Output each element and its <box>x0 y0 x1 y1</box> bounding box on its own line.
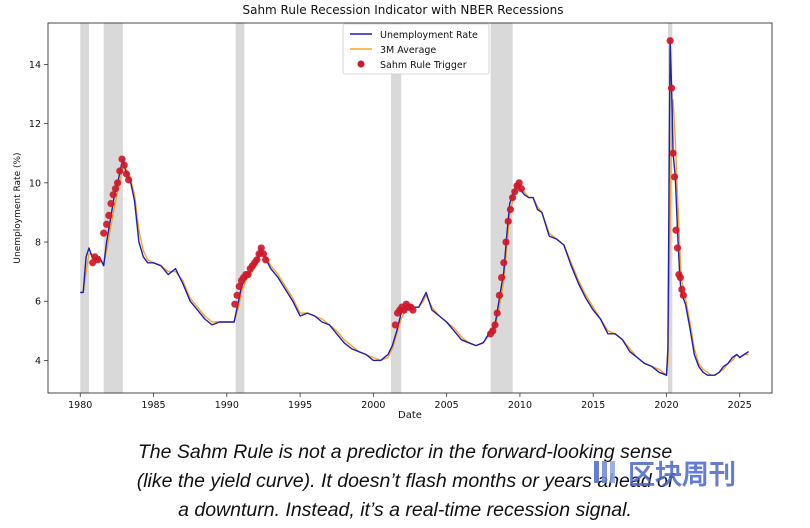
sahm-trigger-point <box>391 321 399 329</box>
sahm-trigger-point <box>506 205 514 214</box>
sahm-trigger-point <box>103 220 111 228</box>
sahm-trigger-point <box>668 84 676 92</box>
sahm-trigger-point <box>495 291 504 299</box>
legend-swatch-trigger <box>357 60 365 68</box>
sahm-trigger-point <box>94 256 102 264</box>
sahm-trigger-point <box>679 291 687 299</box>
sahm-trigger-point <box>491 321 499 329</box>
sahm-trigger-point <box>105 211 113 219</box>
caption-line-3: a downturn. Instead, it’s a real-time re… <box>178 499 632 521</box>
sahm-trigger-point <box>233 291 241 299</box>
x-tick-label: 1995 <box>288 400 312 411</box>
sahm-trigger-point <box>497 273 506 282</box>
legend-label-unemployment: Unemployment Rate <box>380 30 478 41</box>
three-month-average-line <box>80 99 749 376</box>
sahm-trigger-point <box>504 217 512 225</box>
recession-band-5 <box>490 23 513 393</box>
x-axis-label: Date <box>398 410 422 421</box>
y-tick-label: 6 <box>35 297 41 308</box>
blockchain-weekly-logo-icon <box>594 461 615 483</box>
x-axis: 1980 1985 1990 1995 2000 2005 2010 2015 2020 2025 <box>68 393 752 411</box>
trigger-points <box>89 37 687 338</box>
x-tick-label: 1980 <box>68 400 92 411</box>
sahm-trigger-point <box>517 185 525 193</box>
series-lines <box>80 40 749 376</box>
recession-band-1 <box>80 23 90 393</box>
sahm-trigger-point <box>676 273 685 282</box>
sahm-trigger-point <box>493 309 501 317</box>
sahm-trigger-point <box>502 238 510 246</box>
chart-title: Sahm Rule Recession Indicator with NBER … <box>242 3 563 17</box>
sahm-rule-chart: Sahm Rule Recession Indicator with NBER … <box>13 3 773 421</box>
plot-area <box>47 22 773 394</box>
sahm-trigger-point <box>114 179 122 187</box>
sahm-trigger-point <box>670 173 679 181</box>
x-tick-label: 2020 <box>654 400 678 411</box>
y-tick-label: 8 <box>35 238 41 249</box>
sahm-trigger-point <box>508 194 517 202</box>
x-tick-label: 2015 <box>581 400 605 411</box>
sahm-trigger-point <box>120 161 128 169</box>
sahm-trigger-point <box>672 226 680 234</box>
recession-band-4 <box>390 23 402 393</box>
watermark: 区块周刊 <box>592 452 792 492</box>
sahm-trigger-point <box>244 271 252 279</box>
sahm-trigger-point <box>259 250 268 258</box>
sahm-trigger-point <box>511 188 519 196</box>
x-tick-label: 1985 <box>141 400 165 411</box>
sahm-trigger-point <box>118 155 126 163</box>
sahm-trigger-point <box>100 229 108 237</box>
sahm-trigger-point <box>500 259 508 267</box>
sahm-trigger-point <box>122 170 131 178</box>
caption-line-1: The Sahm Rule is not a predictor in the … <box>137 441 673 463</box>
sahm-trigger-point <box>673 244 682 252</box>
sahm-trigger-point <box>678 285 686 293</box>
caption: The Sahm Rule is not a predictor in the … <box>0 438 810 525</box>
sahm-trigger-point <box>253 256 261 264</box>
x-tick-label: 2010 <box>508 400 532 411</box>
sahm-trigger-point <box>669 149 677 157</box>
sahm-trigger-point <box>107 199 115 208</box>
y-axis-label: Unemployment Rate (%) <box>13 152 23 263</box>
sahm-trigger-point <box>111 185 120 193</box>
watermark-text: 区块周刊 <box>628 459 736 491</box>
sahm-trigger-point <box>409 306 417 314</box>
sahm-trigger-point <box>109 191 117 199</box>
sahm-trigger-point <box>262 256 270 264</box>
legend: Unemployment Rate 3M Average Sahm Rule T… <box>342 23 490 75</box>
sahm-trigger-point <box>235 282 243 291</box>
y-tick-label: 12 <box>29 119 41 130</box>
sahm-trigger-point <box>125 176 133 184</box>
unemployment-rate-line <box>80 40 749 376</box>
y-tick-label: 14 <box>29 60 41 71</box>
sahm-trigger-point <box>231 300 239 308</box>
x-tick-label: 2000 <box>361 400 385 411</box>
sahm-trigger-point <box>489 327 497 335</box>
sahm-trigger-point <box>515 179 523 187</box>
sahm-trigger-point <box>116 167 124 175</box>
sahm-trigger-point <box>666 37 674 45</box>
y-tick-label: 10 <box>29 178 41 189</box>
sahm-trigger-point <box>257 244 265 252</box>
caption-line-2: (like the yield curve). It doesn’t flash… <box>136 470 674 492</box>
legend-label-average: 3M Average <box>380 45 436 56</box>
recession-bands <box>80 23 673 393</box>
y-axis: 4 6 8 10 12 14 <box>29 60 48 367</box>
y-tick-label: 4 <box>35 356 41 367</box>
x-tick-label: 1990 <box>215 400 239 411</box>
recession-band-2 <box>103 23 123 393</box>
x-tick-label: 2005 <box>435 400 459 411</box>
x-tick-label: 2025 <box>728 400 752 411</box>
legend-label-trigger: Sahm Rule Trigger <box>380 60 467 71</box>
recession-band-3 <box>235 23 245 393</box>
legend-box <box>342 23 490 75</box>
